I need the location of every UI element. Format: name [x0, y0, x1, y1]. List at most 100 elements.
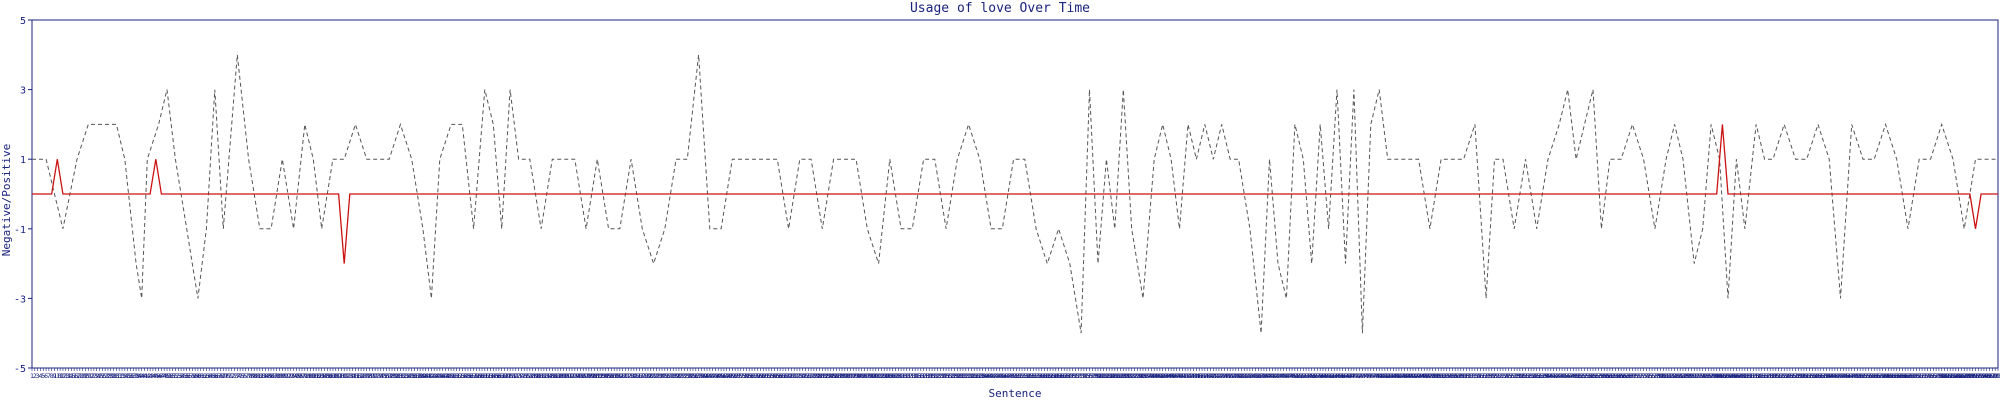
- x-tick-label: 456: [1306, 372, 1318, 380]
- x-tick-label: 323: [932, 372, 944, 380]
- x-tick-label: 317: [915, 372, 927, 380]
- x-tick-label: 512: [1463, 372, 1475, 380]
- x-tick-label: 199: [583, 372, 595, 380]
- x-tick-label: 183: [538, 372, 550, 380]
- x-tick-label: 229: [667, 372, 679, 380]
- x-tick-label: 24: [93, 372, 101, 380]
- x-tick-label: 58: [188, 372, 196, 380]
- x-tick-label: 16: [70, 372, 78, 380]
- x-tick-label: 254: [738, 372, 750, 380]
- x-tick-label: 526: [1503, 372, 1515, 380]
- x-tick-label: 273: [791, 372, 803, 380]
- x-tick-label: 271: [786, 372, 798, 380]
- x-tick-label: 599: [1708, 372, 1720, 380]
- x-tick-label: 626: [1784, 372, 1796, 380]
- x-tick-label: 234: [681, 372, 693, 380]
- x-tick-label: 433: [1241, 372, 1253, 380]
- x-tick-label: 660: [1880, 372, 1892, 380]
- x-tick-label: 213: [622, 372, 634, 380]
- x-tick-label: 185: [544, 372, 556, 380]
- x-tick-label: 222: [648, 372, 660, 380]
- x-tick-label: 426: [1221, 372, 1233, 380]
- x-tick-label: 484: [1385, 372, 1397, 380]
- x-tick-label: 700: [1992, 372, 2000, 380]
- x-tick-label: 499: [1427, 372, 1439, 380]
- x-tick-label: 629: [1792, 372, 1804, 380]
- x-tick-label: 361: [1039, 372, 1051, 380]
- y-axis-label: Negative/Positive: [0, 144, 13, 257]
- x-tick-label: 528: [1508, 372, 1520, 380]
- x-tick-label: 681: [1939, 372, 1951, 380]
- x-tick-label: 21: [84, 372, 92, 380]
- x-tick-label: 133: [397, 372, 409, 380]
- x-tick-label: 591: [1686, 372, 1698, 380]
- x-tick-label: 110: [333, 372, 345, 380]
- x-tick-label: 519: [1483, 372, 1495, 380]
- x-tick-label: 316: [912, 372, 924, 380]
- x-tick-label: 616: [1756, 372, 1768, 380]
- x-tick-label: 189: [555, 372, 567, 380]
- x-tick-label: 330: [951, 372, 963, 380]
- x-tick-label: 29: [107, 372, 115, 380]
- x-tick-label: 449: [1286, 372, 1298, 380]
- x-tick-label: 567: [1618, 372, 1630, 380]
- x-tick-label: 18: [76, 372, 84, 380]
- x-tick-label: 30: [110, 372, 118, 380]
- x-tick-label: 360: [1036, 372, 1048, 380]
- x-tick-label: 495: [1416, 372, 1428, 380]
- x-tick-label: 410: [1176, 372, 1188, 380]
- x-tick-label: 149: [442, 372, 454, 380]
- x-tick-label: 486: [1390, 372, 1402, 380]
- x-tick-label: 503: [1438, 372, 1450, 380]
- x-tick-label: 432: [1238, 372, 1250, 380]
- x-tick-label: 289: [836, 372, 848, 380]
- x-tick-label: 450: [1289, 372, 1301, 380]
- x-tick-label: 492: [1407, 372, 1419, 380]
- y-tick-label: 1: [20, 155, 26, 166]
- x-tick-label: 345: [994, 372, 1006, 380]
- x-tick-label: 146: [434, 372, 446, 380]
- x-tick-label: 180: [530, 372, 542, 380]
- x-tick-label: 33: [118, 372, 126, 380]
- x-tick-label: 224: [653, 372, 665, 380]
- x-tick-label: 672: [1913, 372, 1925, 380]
- x-tick-label: 480: [1373, 372, 1385, 380]
- x-tick-label: 457: [1309, 372, 1321, 380]
- x-tick-label: 593: [1691, 372, 1703, 380]
- x-tick-label: 145: [431, 372, 443, 380]
- x-tick-label: 490: [1401, 372, 1413, 380]
- x-tick-label: 488: [1396, 372, 1408, 380]
- x-tick-label: 546: [1559, 372, 1571, 380]
- x-tick-label: 511: [1461, 372, 1473, 380]
- x-tick-label: 243: [707, 372, 719, 380]
- x-tick-label: 544: [1553, 372, 1565, 380]
- x-tick-label: 74: [233, 372, 241, 380]
- x-tick-label: 414: [1188, 372, 1200, 380]
- x-tick-label: 446: [1278, 372, 1290, 380]
- x-tick-label: 558: [1593, 372, 1605, 380]
- x-tick-label: 412: [1182, 372, 1194, 380]
- x-tick-label: 324: [935, 372, 947, 380]
- x-tick-label: 617: [1759, 372, 1771, 380]
- x-tick-label: 420: [1205, 372, 1217, 380]
- x-tick-label: 649: [1849, 372, 1861, 380]
- x-tick-label: 227: [662, 372, 674, 380]
- x-tick-label: 129: [386, 372, 398, 380]
- x-tick-label: 692: [1970, 372, 1982, 380]
- x-tick-label: 225: [656, 372, 668, 380]
- x-tick-label: 677: [1927, 372, 1939, 380]
- x-tick-label: 141: [420, 372, 432, 380]
- x-tick-label: 487: [1393, 372, 1405, 380]
- x-tick-label: 586: [1671, 372, 1683, 380]
- x-tick-label: 464: [1328, 372, 1340, 380]
- x-tick-label: 363: [1044, 372, 1056, 380]
- x-tick-label: 564: [1610, 372, 1622, 380]
- x-tick-label: 63: [202, 372, 210, 380]
- x-tick-label: 393: [1129, 372, 1141, 380]
- x-tick-label: 194: [569, 372, 581, 380]
- x-tick-label: 687: [1956, 372, 1968, 380]
- x-tick-label: 690: [1964, 372, 1976, 380]
- x-tick-label: 688: [1958, 372, 1970, 380]
- x-tick-label: 663: [1888, 372, 1900, 380]
